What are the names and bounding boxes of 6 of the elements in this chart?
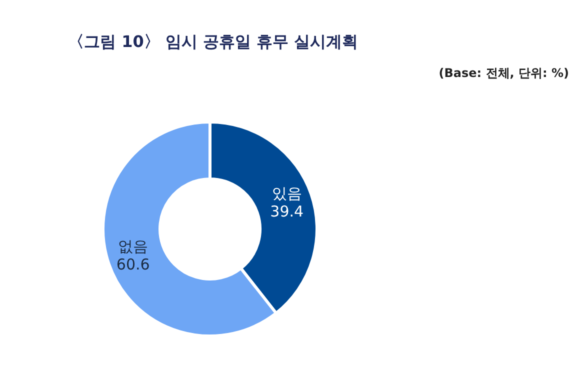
chart-title: 〈그림 10〉 임시 공휴일 휴무 실시계획	[68, 32, 358, 53]
slice-label: 없음	[118, 238, 148, 256]
text: (Base: 전체, 단위: %)	[438, 65, 569, 82]
data-label: 39.4	[270, 202, 304, 220]
slice-label: 있음	[272, 184, 302, 202]
data-label: 60.6	[116, 256, 150, 274]
